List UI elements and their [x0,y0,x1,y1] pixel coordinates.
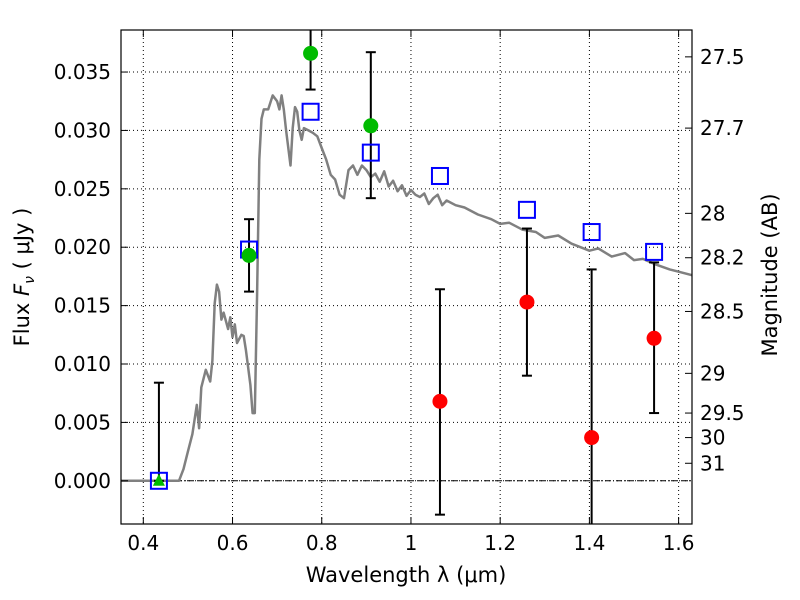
model-point-square [430,166,449,185]
magnitude-tick-label: 28.2 [700,246,745,270]
y-tick-label: 0.035 [54,60,111,84]
upper-limit-triangle [152,473,165,486]
detection-point [241,247,257,263]
y-tick-label: 0.010 [54,352,111,376]
y-axis-label-symbol: F [10,283,34,296]
model-point-square [149,471,168,490]
y-axis-label-prefix: Flux [10,296,34,346]
x-tick-label: 1.4 [573,531,605,555]
detection-point [363,118,379,134]
magnitude-tick-label: 29.5 [700,401,745,425]
model-point-square [645,242,664,261]
magnitude-tick-label: 28 [700,201,725,225]
y-tick-label: 0.025 [54,177,111,201]
model-point-square [301,102,320,121]
y2-axis-label: Magnitude (AB) [758,193,782,356]
x-tick-label: 1.2 [484,531,516,555]
tick-labels: 0.4 0.6 0.8 1 1.2 1.4 1.6 0.000 0.005 0.010 0.015 0… [54,45,745,555]
magnitude-tick-label: 29 [700,361,725,385]
magnitude-tick-label: 27.5 [700,45,745,69]
y-tick-label: 0.030 [54,118,111,142]
y-tick-label: 0.005 [54,410,111,434]
x-tick-label: 1.6 [663,531,695,555]
x-tick-label: 0.4 [127,531,159,555]
model-point-square [517,200,536,219]
nondetection-point [584,430,600,446]
detection-point [303,45,319,61]
magnitude-tick-label: 31 [700,451,725,475]
magnitude-tick-label: 27.7 [700,116,745,140]
model-point-square [361,143,380,162]
magnitude-tick-label: 28.5 [700,299,745,323]
y-axis-label-subscript: ν [22,276,38,284]
nondetection-point [646,330,662,346]
nondetection-point [519,294,535,310]
magnitude-tick-label: 30 [700,426,725,450]
x-tick-label: 1 [405,531,418,555]
y-tick-label: 0.015 [54,294,111,318]
markers [149,45,664,490]
x-tick-label: 0.6 [217,531,249,555]
nondetection-point [432,393,448,409]
y-axis-label: Flux Fν ( μJy ) [10,208,38,347]
y-tick-label: 0.020 [54,235,111,259]
model-sed-line [121,94,693,483]
axis-ticks [121,30,692,524]
x-axis-label: Wavelength λ (μm) [306,563,507,587]
model-point-square [582,223,601,242]
y-tick-label: 0.000 [54,469,111,493]
x-tick-label: 0.8 [306,531,338,555]
y-axis-label-unit: ( μJy ) [10,208,34,276]
plot-frame [120,29,693,525]
